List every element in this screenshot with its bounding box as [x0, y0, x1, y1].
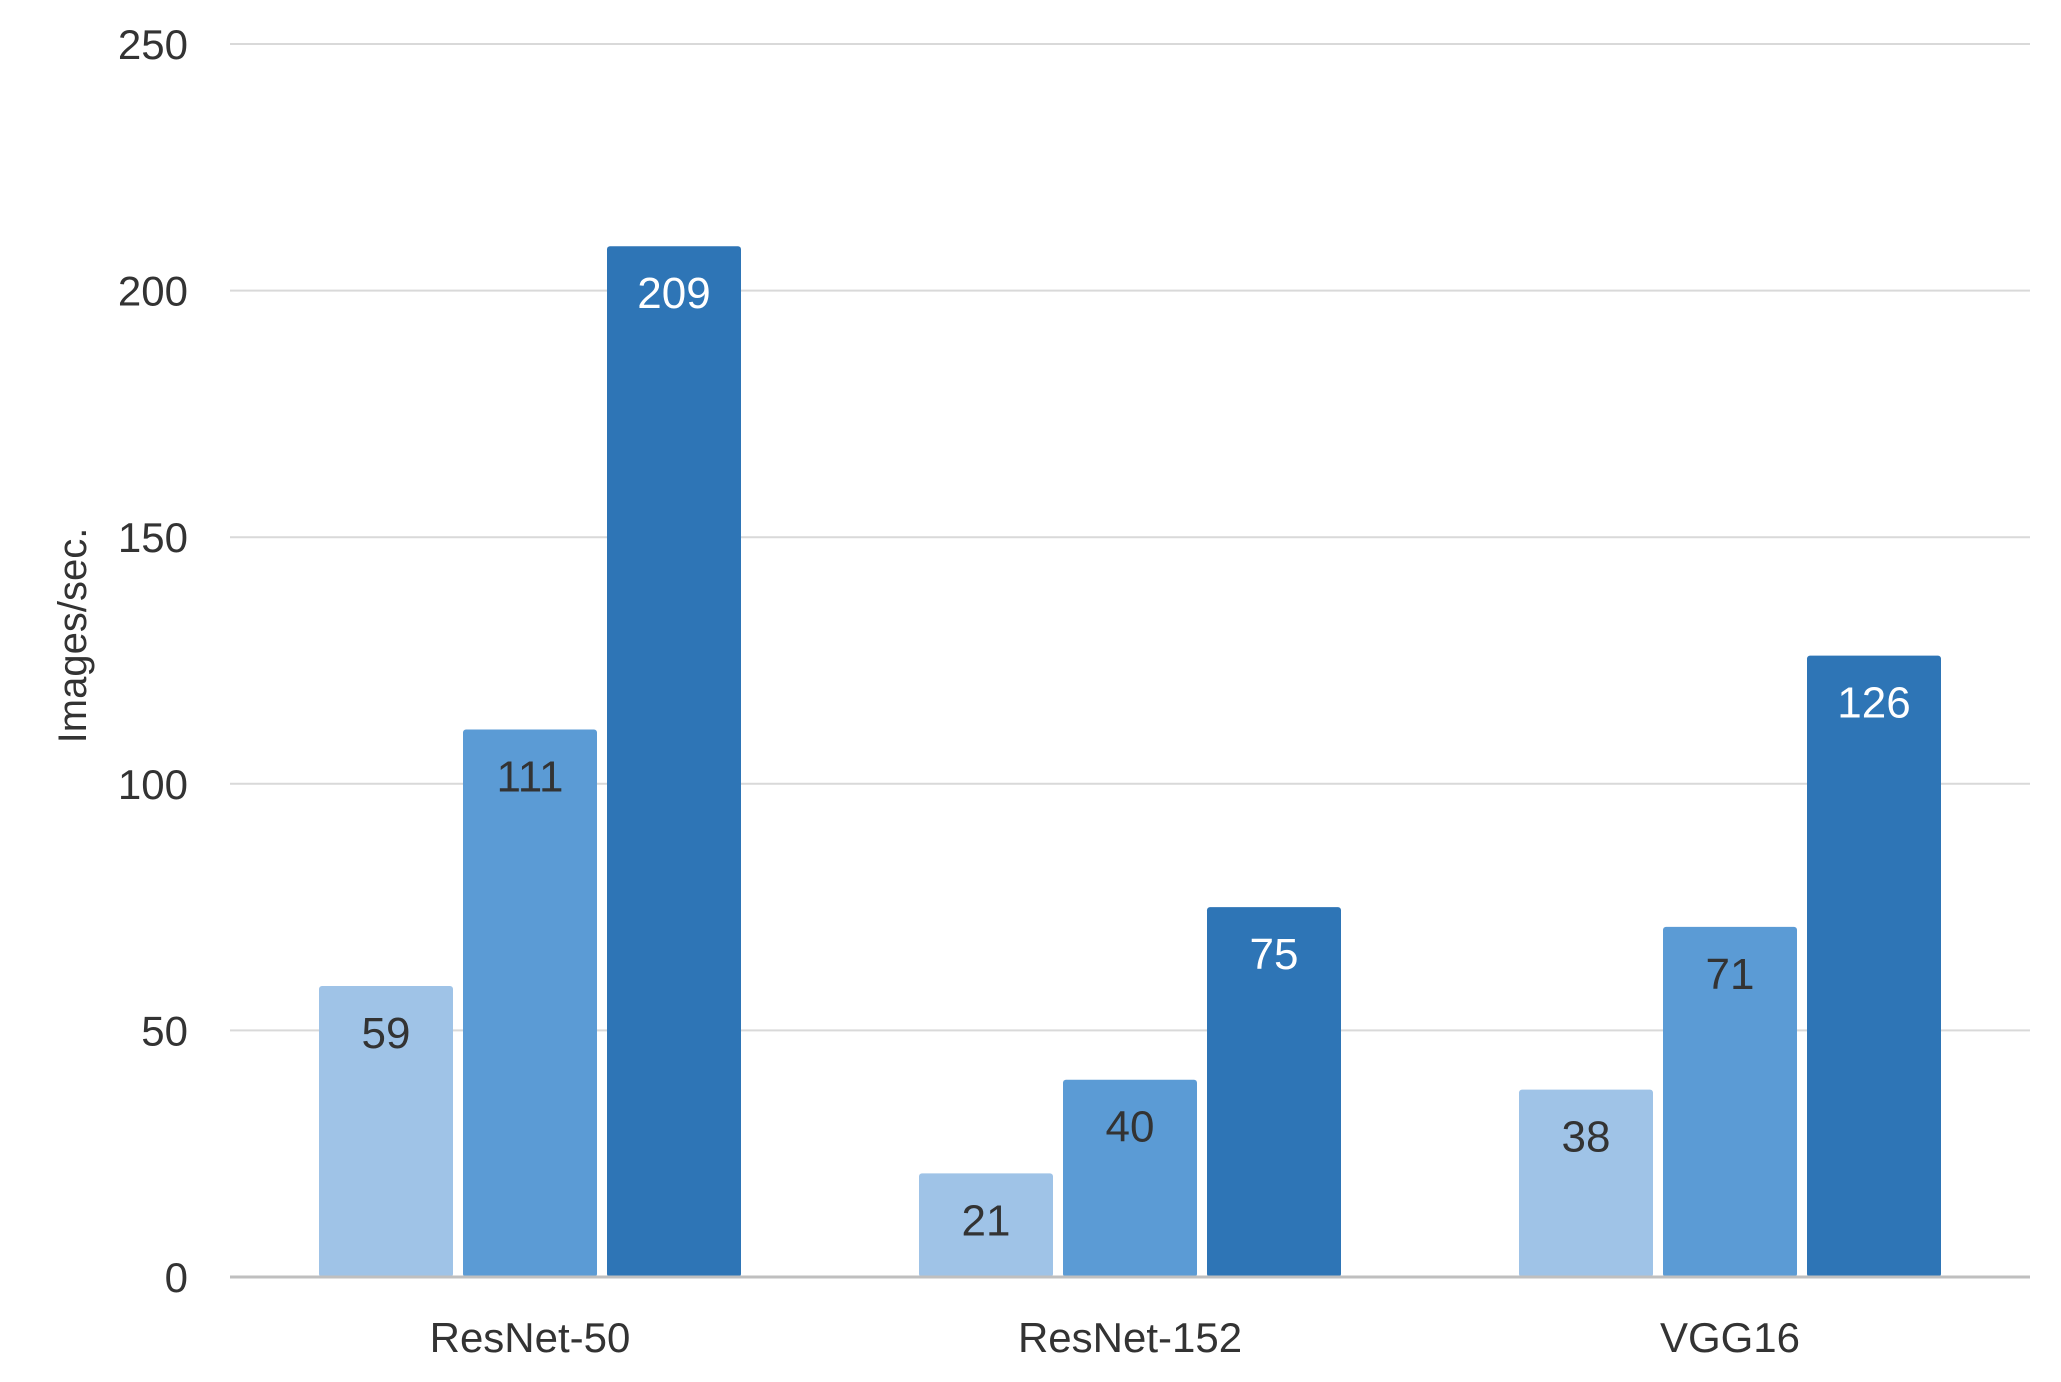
bar: [919, 1173, 1053, 1277]
bar: [1663, 926, 1797, 1277]
data-label: 111: [497, 753, 564, 802]
x-axis-ticks: ResNet-50 ResNet-152 VGG16: [430, 1314, 1800, 1361]
x-tick-label: ResNet-152: [1018, 1314, 1242, 1361]
bars: [319, 246, 1941, 1277]
y-axis-ticks: 0 50 100 150 200 250: [118, 21, 188, 1301]
data-label: 59: [362, 1009, 411, 1058]
y-tick-label: 150: [118, 514, 188, 561]
bar: [1807, 655, 1941, 1277]
bar: [1207, 907, 1341, 1277]
y-tick-label: 0: [165, 1254, 188, 1301]
data-label: 209: [637, 269, 710, 318]
y-tick-label: 200: [118, 268, 188, 315]
bar: [1519, 1089, 1653, 1277]
data-label: 21: [962, 1196, 1011, 1245]
data-label: 40: [1106, 1103, 1155, 1152]
bar: [463, 729, 597, 1277]
bar: [607, 246, 741, 1277]
x-tick-label: ResNet-50: [430, 1314, 631, 1361]
data-label: 126: [1837, 679, 1910, 728]
data-labels: 59 111 209 21 40 75 38 71 126: [362, 269, 1911, 1245]
bar: [319, 986, 453, 1277]
data-label: 71: [1706, 950, 1755, 999]
data-label: 38: [1562, 1113, 1611, 1162]
x-tick-label: VGG16: [1660, 1314, 1800, 1361]
y-tick-label: 100: [118, 761, 188, 808]
bar: [1063, 1079, 1197, 1277]
data-label: 75: [1250, 930, 1299, 979]
y-tick-label: 50: [141, 1007, 188, 1054]
y-tick-label: 250: [118, 21, 188, 68]
y-axis-title: Images/sec.: [51, 528, 95, 744]
